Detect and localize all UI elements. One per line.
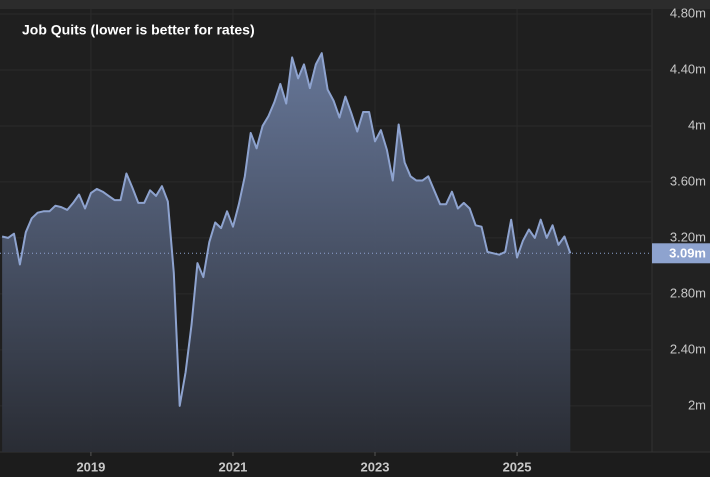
current-value-label: 3.09m [669, 246, 706, 261]
y-tick-label: 3.20m [670, 229, 706, 244]
y-tick-label: 4m [688, 117, 706, 132]
y-tick-label: 2.80m [670, 285, 706, 300]
x-tick-label: 2025 [503, 459, 532, 474]
y-tick-label: 3.60m [670, 173, 706, 188]
y-tick-label: 2.40m [670, 341, 706, 356]
current-value-badge [652, 243, 710, 264]
x-tick-label: 2021 [218, 459, 247, 474]
x-tick-label: 2023 [361, 459, 390, 474]
plot [0, 52, 652, 453]
y-tick-label: 2m [688, 397, 706, 412]
x-axis-panel [0, 452, 710, 477]
y-tick-label: 4.80m [670, 5, 706, 20]
x-tick-label: 2019 [76, 459, 105, 474]
area [2, 53, 571, 453]
axes: 2m 2.40m 2.80m 3.20m 3.60m 4m 4.40m 4.80m 2019 20… [76, 5, 710, 474]
top-strip [0, 0, 710, 9]
chart-title: Job Quits (lower is better for rates) [22, 22, 255, 38]
line [1, 52, 572, 407]
y-axis-panel [652, 9, 710, 452]
y-tick-label: 4.40m [670, 61, 706, 76]
